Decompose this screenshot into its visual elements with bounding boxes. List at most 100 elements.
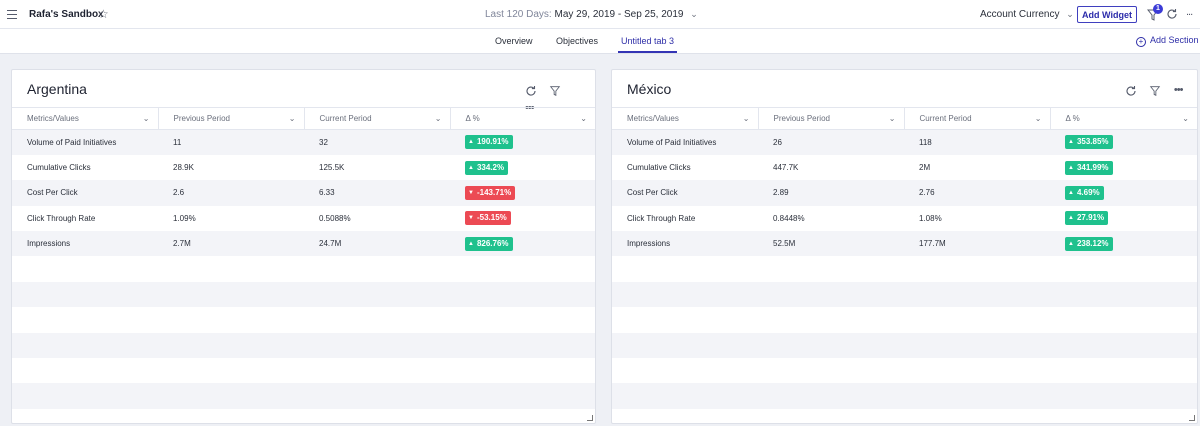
- delta-value: 341.99%: [1076, 162, 1109, 172]
- empty-cell: [904, 281, 1050, 308]
- column-header-delta[interactable]: Δ % ⌄: [450, 107, 595, 130]
- column-header-previous[interactable]: Previous Period ⌄: [758, 107, 905, 130]
- empty-cell: [758, 332, 904, 359]
- metric-cell: Cost Per Click: [612, 180, 758, 206]
- chevron-down-icon: ⌄: [288, 114, 296, 123]
- delta-value: 826.76%: [476, 238, 509, 248]
- table-row[interactable]: [12, 256, 595, 281]
- column-header-previous[interactable]: Previous Period ⌄: [158, 107, 305, 130]
- table-row[interactable]: [612, 358, 1197, 383]
- tab-objectives[interactable]: Objectives: [556, 36, 599, 46]
- resize-handle[interactable]: [1189, 415, 1195, 421]
- triangle-up-icon: ▲: [468, 240, 474, 247]
- empty-cell: [612, 307, 758, 332]
- add-widget-button[interactable]: Add Widget: [1077, 6, 1137, 23]
- table-row[interactable]: Volume of Paid Initiatives 11 32 ▲ 190.91%: [12, 129, 595, 155]
- empty-cell: [904, 307, 1050, 332]
- empty-cell: [12, 281, 158, 308]
- empty-cell: [612, 281, 758, 308]
- table-row[interactable]: [12, 307, 595, 332]
- widget-actions: •••: [1125, 82, 1196, 100]
- table-row[interactable]: [12, 281, 595, 308]
- empty-cell: [1050, 383, 1197, 409]
- add-section-button[interactable]: + Add Section: [1136, 35, 1199, 47]
- table-row[interactable]: Volume of Paid Initiatives 26 118 ▲ 353.85%: [612, 129, 1197, 155]
- metrics-table: Metrics/Values ⌄ Previous Period ⌄ Current…: [612, 107, 1197, 409]
- table-row[interactable]: Impressions 52.5M 177.7M ▲ 238.12%: [612, 231, 1197, 257]
- refresh-icon[interactable]: [525, 85, 537, 97]
- table-row[interactable]: [612, 307, 1197, 332]
- empty-cell: [158, 358, 304, 383]
- triangle-up-icon: ▲: [468, 164, 474, 171]
- delta-cell: ▲ 341.99%: [1050, 155, 1197, 180]
- chevron-down-icon: ⌄: [1034, 114, 1042, 123]
- delta-cell: ▼ -53.15%: [450, 206, 595, 231]
- delta-cell: ▲ 238.12%: [1050, 231, 1197, 257]
- refresh-icon[interactable]: [1125, 85, 1137, 97]
- triangle-up-icon: ▲: [1068, 164, 1074, 171]
- table-row[interactable]: Click Through Rate 0.8448% 1.08% ▲ 27.91%: [612, 206, 1197, 231]
- empty-cell: [304, 358, 450, 383]
- delta-value: -143.71%: [476, 187, 512, 197]
- table-row[interactable]: Cumulative Clicks 447.7K 2M ▲ 341.99%: [612, 155, 1197, 180]
- delta-value: 27.91%: [1076, 213, 1105, 223]
- delta-badge: ▲ 334.2%: [465, 160, 509, 175]
- table-row[interactable]: Click Through Rate 1.09% 0.5088% ▼ -53.15%: [12, 206, 595, 231]
- filter-icon[interactable]: [1149, 85, 1161, 97]
- more-options-icon[interactable]: ...: [1186, 6, 1193, 18]
- empty-cell: [904, 358, 1050, 383]
- table-row[interactable]: Cost Per Click 2.89 2.76 ▲ 4.69%: [612, 180, 1197, 206]
- column-header-metrics[interactable]: Metrics/Values ⌄: [12, 107, 159, 130]
- table-row[interactable]: [12, 383, 595, 409]
- resize-handle[interactable]: [587, 415, 593, 421]
- triangle-up-icon: ▲: [1068, 215, 1074, 222]
- date-range-value: May 29, 2019 - Sep 25, 2019: [554, 9, 684, 20]
- table-row[interactable]: [612, 256, 1197, 281]
- empty-cell: [158, 332, 304, 359]
- table-row[interactable]: [612, 332, 1197, 359]
- delta-value: 353.85%: [1076, 137, 1109, 147]
- table-row[interactable]: [12, 332, 595, 359]
- empty-cell: [304, 256, 450, 281]
- empty-cell: [158, 307, 304, 332]
- table-body: Volume of Paid Initiatives 11 32 ▲ 190.91% Cu…: [12, 129, 595, 409]
- table-row[interactable]: [12, 358, 595, 383]
- tab-overview[interactable]: Overview: [495, 36, 533, 46]
- column-header-metrics[interactable]: Metrics/Values ⌄: [612, 107, 759, 130]
- previous-value-cell: 1.09%: [173, 213, 196, 223]
- empty-cell: [612, 256, 758, 281]
- refresh-icon[interactable]: [1166, 8, 1178, 20]
- triangle-down-icon: ▼: [468, 189, 474, 196]
- delta-cell: ▲ 27.91%: [1050, 206, 1197, 231]
- metric-cell: Impressions: [612, 231, 758, 257]
- table-row[interactable]: Cost Per Click 2.6 6.33 ▼ -143.71%: [12, 180, 595, 206]
- star-icon[interactable]: ☆: [98, 7, 109, 21]
- empty-cell: [1050, 358, 1197, 383]
- delta-cell: ▲ 190.91%: [450, 129, 595, 155]
- metric-cell: Click Through Rate: [627, 213, 696, 223]
- table-row[interactable]: Impressions 2.7M 24.7M ▲ 826.76%: [12, 231, 595, 257]
- hamburger-menu-icon[interactable]: [7, 10, 17, 19]
- delta-cell: ▲ 4.69%: [1050, 180, 1197, 206]
- empty-cell: [158, 281, 304, 308]
- empty-cell: [304, 332, 450, 359]
- filter-icon[interactable]: [549, 85, 561, 97]
- table-row[interactable]: [612, 281, 1197, 308]
- column-header-current[interactable]: Current Period ⌄: [904, 107, 1051, 130]
- currency-selector[interactable]: Account Currency ⌄: [980, 9, 1074, 20]
- column-header-delta[interactable]: Δ % ⌄: [1050, 107, 1197, 130]
- previous-value-cell: 0.8448%: [773, 213, 805, 223]
- add-section-label: Add Section: [1150, 35, 1199, 45]
- date-range-picker[interactable]: Last 120 Days: May 29, 2019 - Sep 25, 20…: [485, 9, 698, 20]
- column-header-current[interactable]: Current Period ⌄: [304, 107, 451, 130]
- table-row[interactable]: Cumulative Clicks 28.9K 125.5K ▲ 334.2%: [12, 155, 595, 180]
- delta-value: 4.69%: [1076, 187, 1100, 197]
- currency-label: Account Currency: [980, 9, 1060, 20]
- table-row[interactable]: [612, 383, 1197, 409]
- tab-untitled-3[interactable]: Untitled tab 3: [617, 36, 678, 53]
- triangle-up-icon: ▲: [1068, 240, 1074, 247]
- table-body: Volume of Paid Initiatives 26 118 ▲ 353.85% C…: [612, 129, 1197, 409]
- more-options-icon[interactable]: •••: [1173, 83, 1184, 96]
- metric-cell: Impressions: [12, 231, 158, 257]
- chevron-down-icon: ⌄: [142, 114, 150, 123]
